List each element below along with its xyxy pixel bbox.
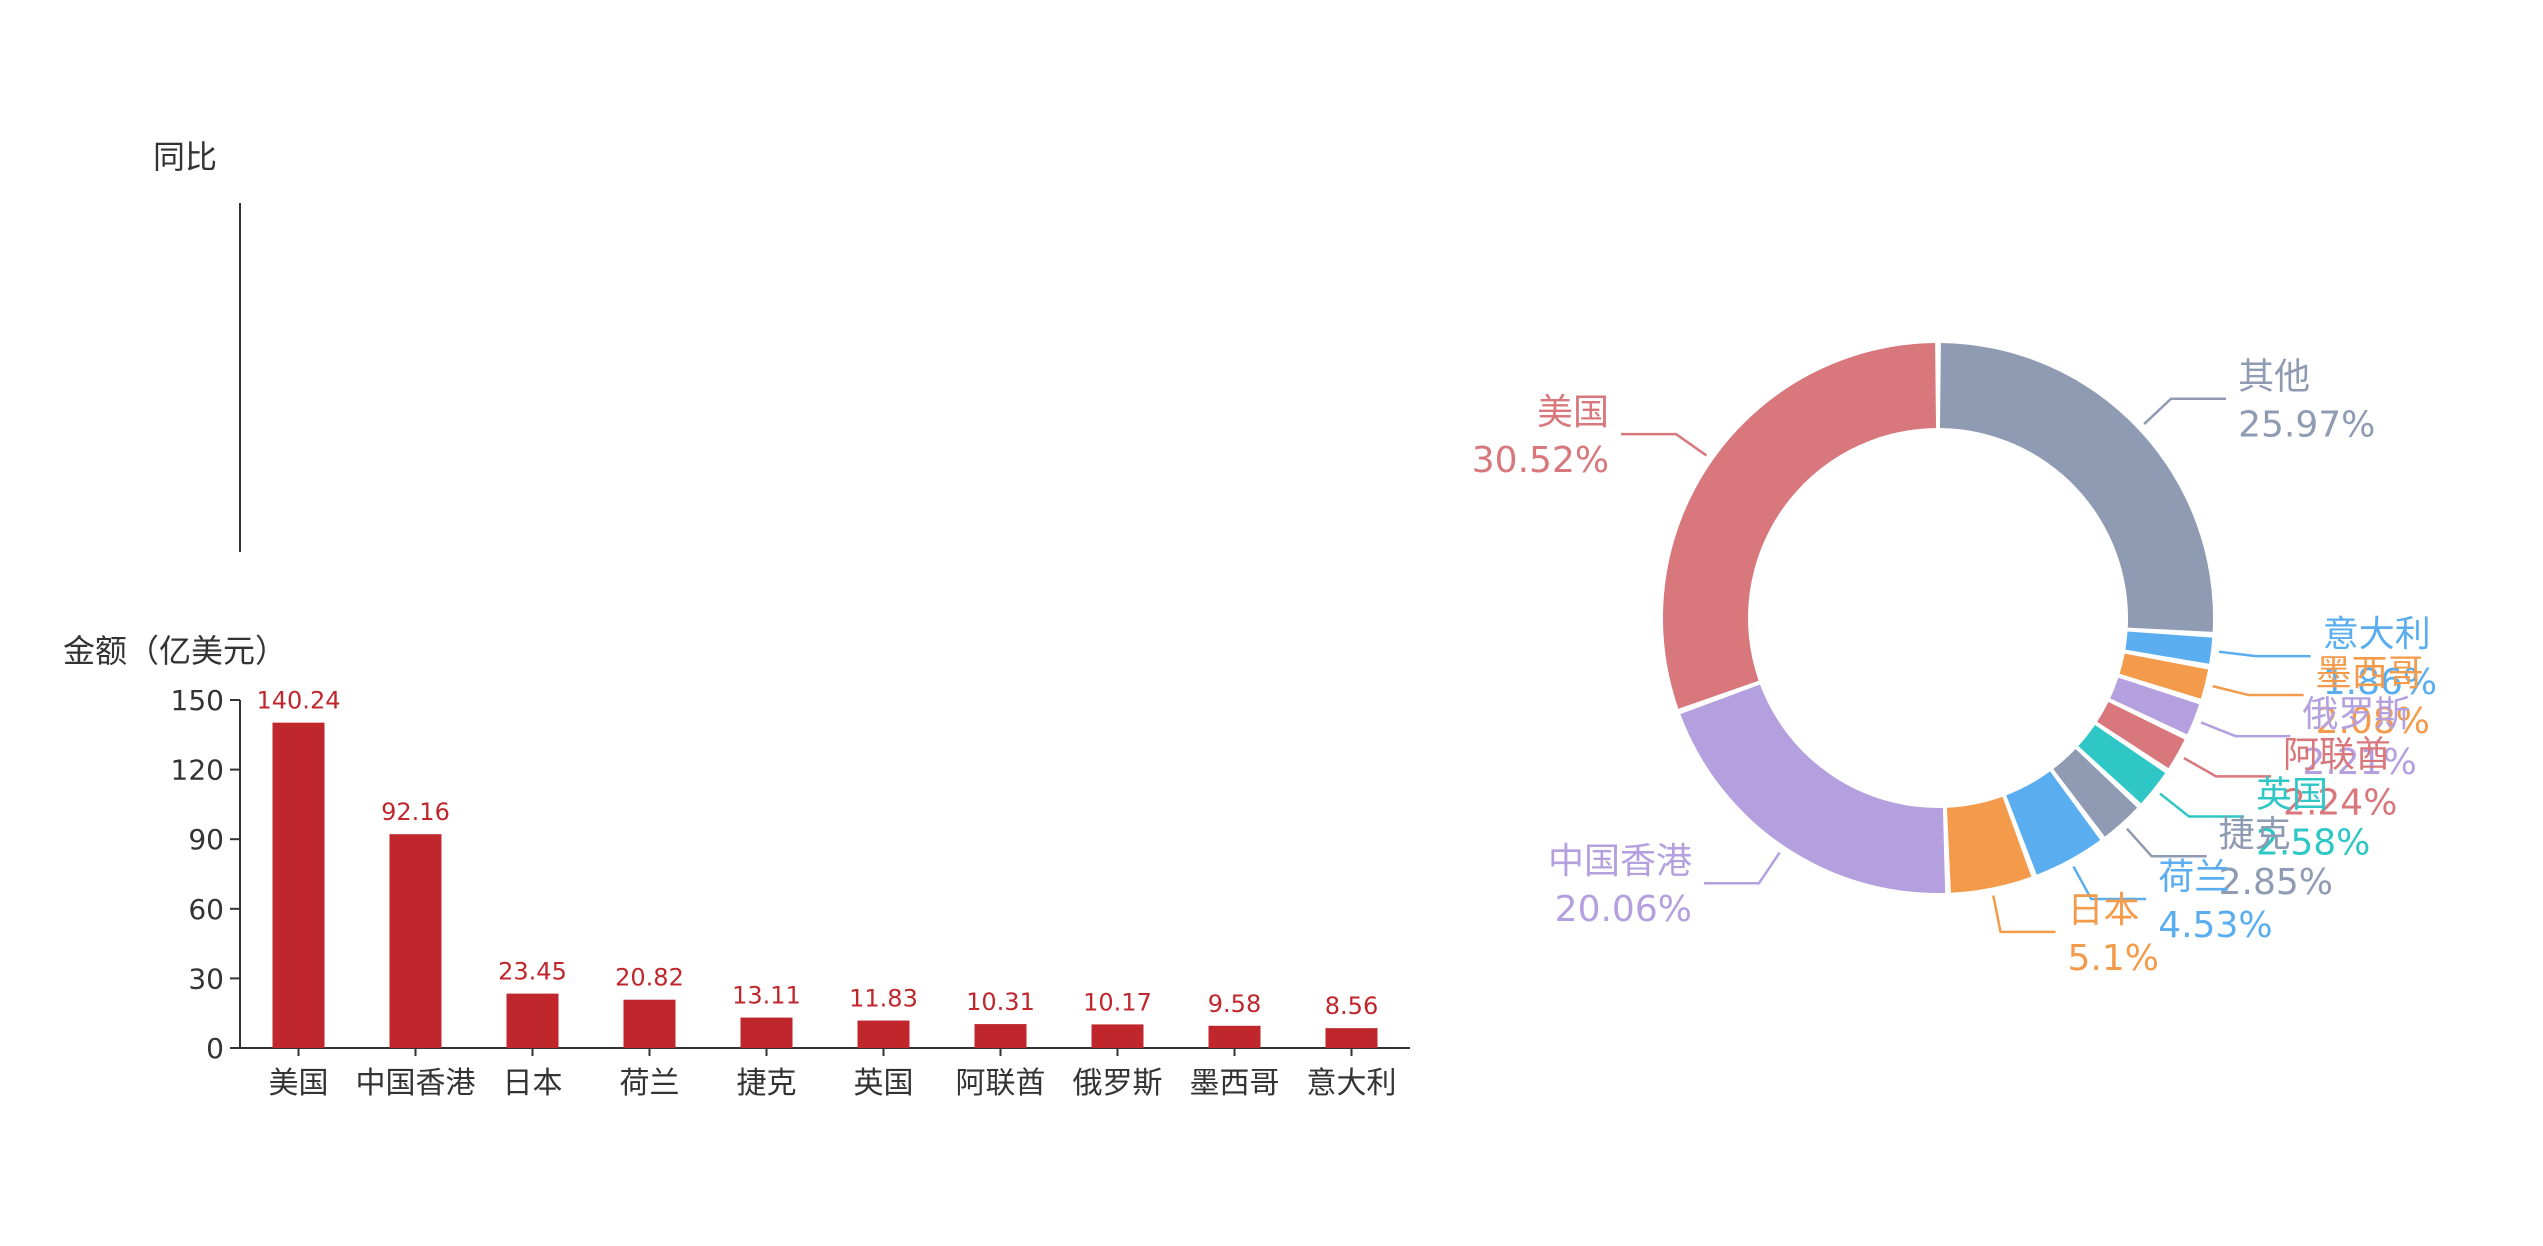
yoy-line-chart: 同比 xyxy=(153,138,241,552)
donut-slice-percent: 30.52% xyxy=(1472,440,1609,481)
donut-leader-line xyxy=(2200,721,2291,738)
donut-slice xyxy=(2125,631,2213,664)
donut-slice-label: 荷兰 xyxy=(2158,857,2230,898)
donut-slice-label: 阿联酋 xyxy=(2283,734,2391,775)
x-tick-label: 俄罗斯 xyxy=(1073,1066,1163,1101)
donut-slice xyxy=(1946,796,2032,893)
x-tick-label: 捷克 xyxy=(737,1066,797,1101)
donut-leader-line xyxy=(2159,792,2244,818)
bar xyxy=(974,1024,1027,1048)
y-tick-label: 150 xyxy=(171,684,224,717)
bar xyxy=(1091,1024,1144,1048)
donut-slice-label: 意大利 xyxy=(2323,614,2431,655)
donut-slice-percent: 1.86% xyxy=(2323,662,2437,703)
bar xyxy=(389,834,442,1048)
y-tick-label: 60 xyxy=(188,893,224,926)
donut-slice xyxy=(2006,771,2101,875)
y-tick-label: 30 xyxy=(188,962,224,995)
yoy-axis-label: 同比 xyxy=(153,138,217,176)
bar xyxy=(506,993,559,1048)
x-tick-label: 墨西哥 xyxy=(1190,1066,1280,1101)
donut-slice-percent: 2.24% xyxy=(2283,782,2397,823)
bar-value-label: 140.24 xyxy=(257,687,341,715)
y-tick-label: 120 xyxy=(171,754,224,787)
donut-leader-line xyxy=(2072,865,2147,901)
donut-leader-line xyxy=(2143,397,2227,425)
bar xyxy=(740,1017,793,1048)
bar xyxy=(623,999,676,1048)
bar xyxy=(272,722,325,1048)
donut-slice-label: 其他 xyxy=(2238,357,2310,398)
donut-slice xyxy=(2110,677,2200,735)
donut-leader-line xyxy=(1621,432,1708,457)
x-tick-label: 意大利 xyxy=(1307,1066,1397,1101)
bar xyxy=(1325,1028,1378,1048)
donut-slice xyxy=(1663,343,1937,709)
bar-value-label: 10.17 xyxy=(1083,988,1152,1016)
bar-value-label: 10.31 xyxy=(966,988,1035,1016)
y-tick-label: 0 xyxy=(206,1032,224,1065)
x-tick-label: 中国香港 xyxy=(356,1066,476,1101)
bar-value-label: 23.45 xyxy=(498,958,567,986)
donut-slice xyxy=(2078,725,2166,804)
bar-value-label: 13.11 xyxy=(732,982,801,1010)
donut-leader-line xyxy=(1703,851,1781,885)
donut-slice xyxy=(2097,701,2185,769)
donut-slice xyxy=(1939,343,2213,632)
donut-slice-percent: 2.08% xyxy=(2316,701,2430,742)
x-tick-label: 美国 xyxy=(269,1066,329,1101)
bar-value-label: 8.56 xyxy=(1325,992,1378,1020)
donut-slice-label: 捷克 xyxy=(2219,814,2291,855)
bar xyxy=(857,1020,910,1048)
donut-slice-percent: 25.97% xyxy=(2238,405,2375,446)
bar-value-label: 20.82 xyxy=(615,964,684,992)
donut-leader-line xyxy=(1992,895,2056,934)
x-tick-label: 日本 xyxy=(503,1066,563,1101)
donut-slice-label: 中国香港 xyxy=(1548,841,1692,882)
x-tick-label: 英国 xyxy=(854,1066,914,1101)
donut-slice-percent: 2.85% xyxy=(2219,862,2333,903)
donut-leader-line xyxy=(2218,650,2311,658)
donut-leader-line xyxy=(2126,827,2207,858)
donut-slice xyxy=(2053,748,2138,837)
donut-slice xyxy=(2119,653,2209,699)
donut-slice-label: 俄罗斯 xyxy=(2302,694,2410,735)
y-tick-label: 90 xyxy=(188,823,224,856)
share-donut-chart: 其他 25.97% 意大利 1.86%墨西哥 2.08%俄罗斯 2.21%阿联酋 2.24%… xyxy=(1472,343,2437,979)
donut-slice-label: 美国 xyxy=(1537,392,1609,433)
bar xyxy=(1208,1025,1261,1048)
donut-slice-label: 英国 xyxy=(2256,775,2328,816)
bar-value-label: 92.16 xyxy=(381,798,450,826)
donut-slice-label: 日本 xyxy=(2068,890,2140,931)
donut-slice-label: 墨西哥 xyxy=(2316,653,2424,694)
amount-bar-chart: 金额（亿美元） 0 30 60 90 120 150 140.24 美国 92.16 中国香港 23.… xyxy=(63,632,1410,1101)
donut-slice-percent: 2.58% xyxy=(2256,823,2370,864)
donut-leader-line xyxy=(2183,756,2272,778)
x-tick-label: 荷兰 xyxy=(620,1066,680,1101)
bar-value-label: 11.83 xyxy=(849,985,918,1013)
donut-slice-percent: 20.06% xyxy=(1555,889,1692,930)
donut-slice-percent: 4.53% xyxy=(2158,905,2272,946)
x-tick-label: 阿联酋 xyxy=(956,1066,1046,1101)
donut-leader-line xyxy=(2212,684,2304,697)
bar-axis-label: 金额（亿美元） xyxy=(63,632,287,670)
donut-slice-percent: 5.1% xyxy=(2068,938,2159,979)
donut-slice xyxy=(1680,684,1946,894)
bar-value-label: 9.58 xyxy=(1208,990,1261,1018)
donut-slice-percent: 2.21% xyxy=(2302,742,2416,783)
